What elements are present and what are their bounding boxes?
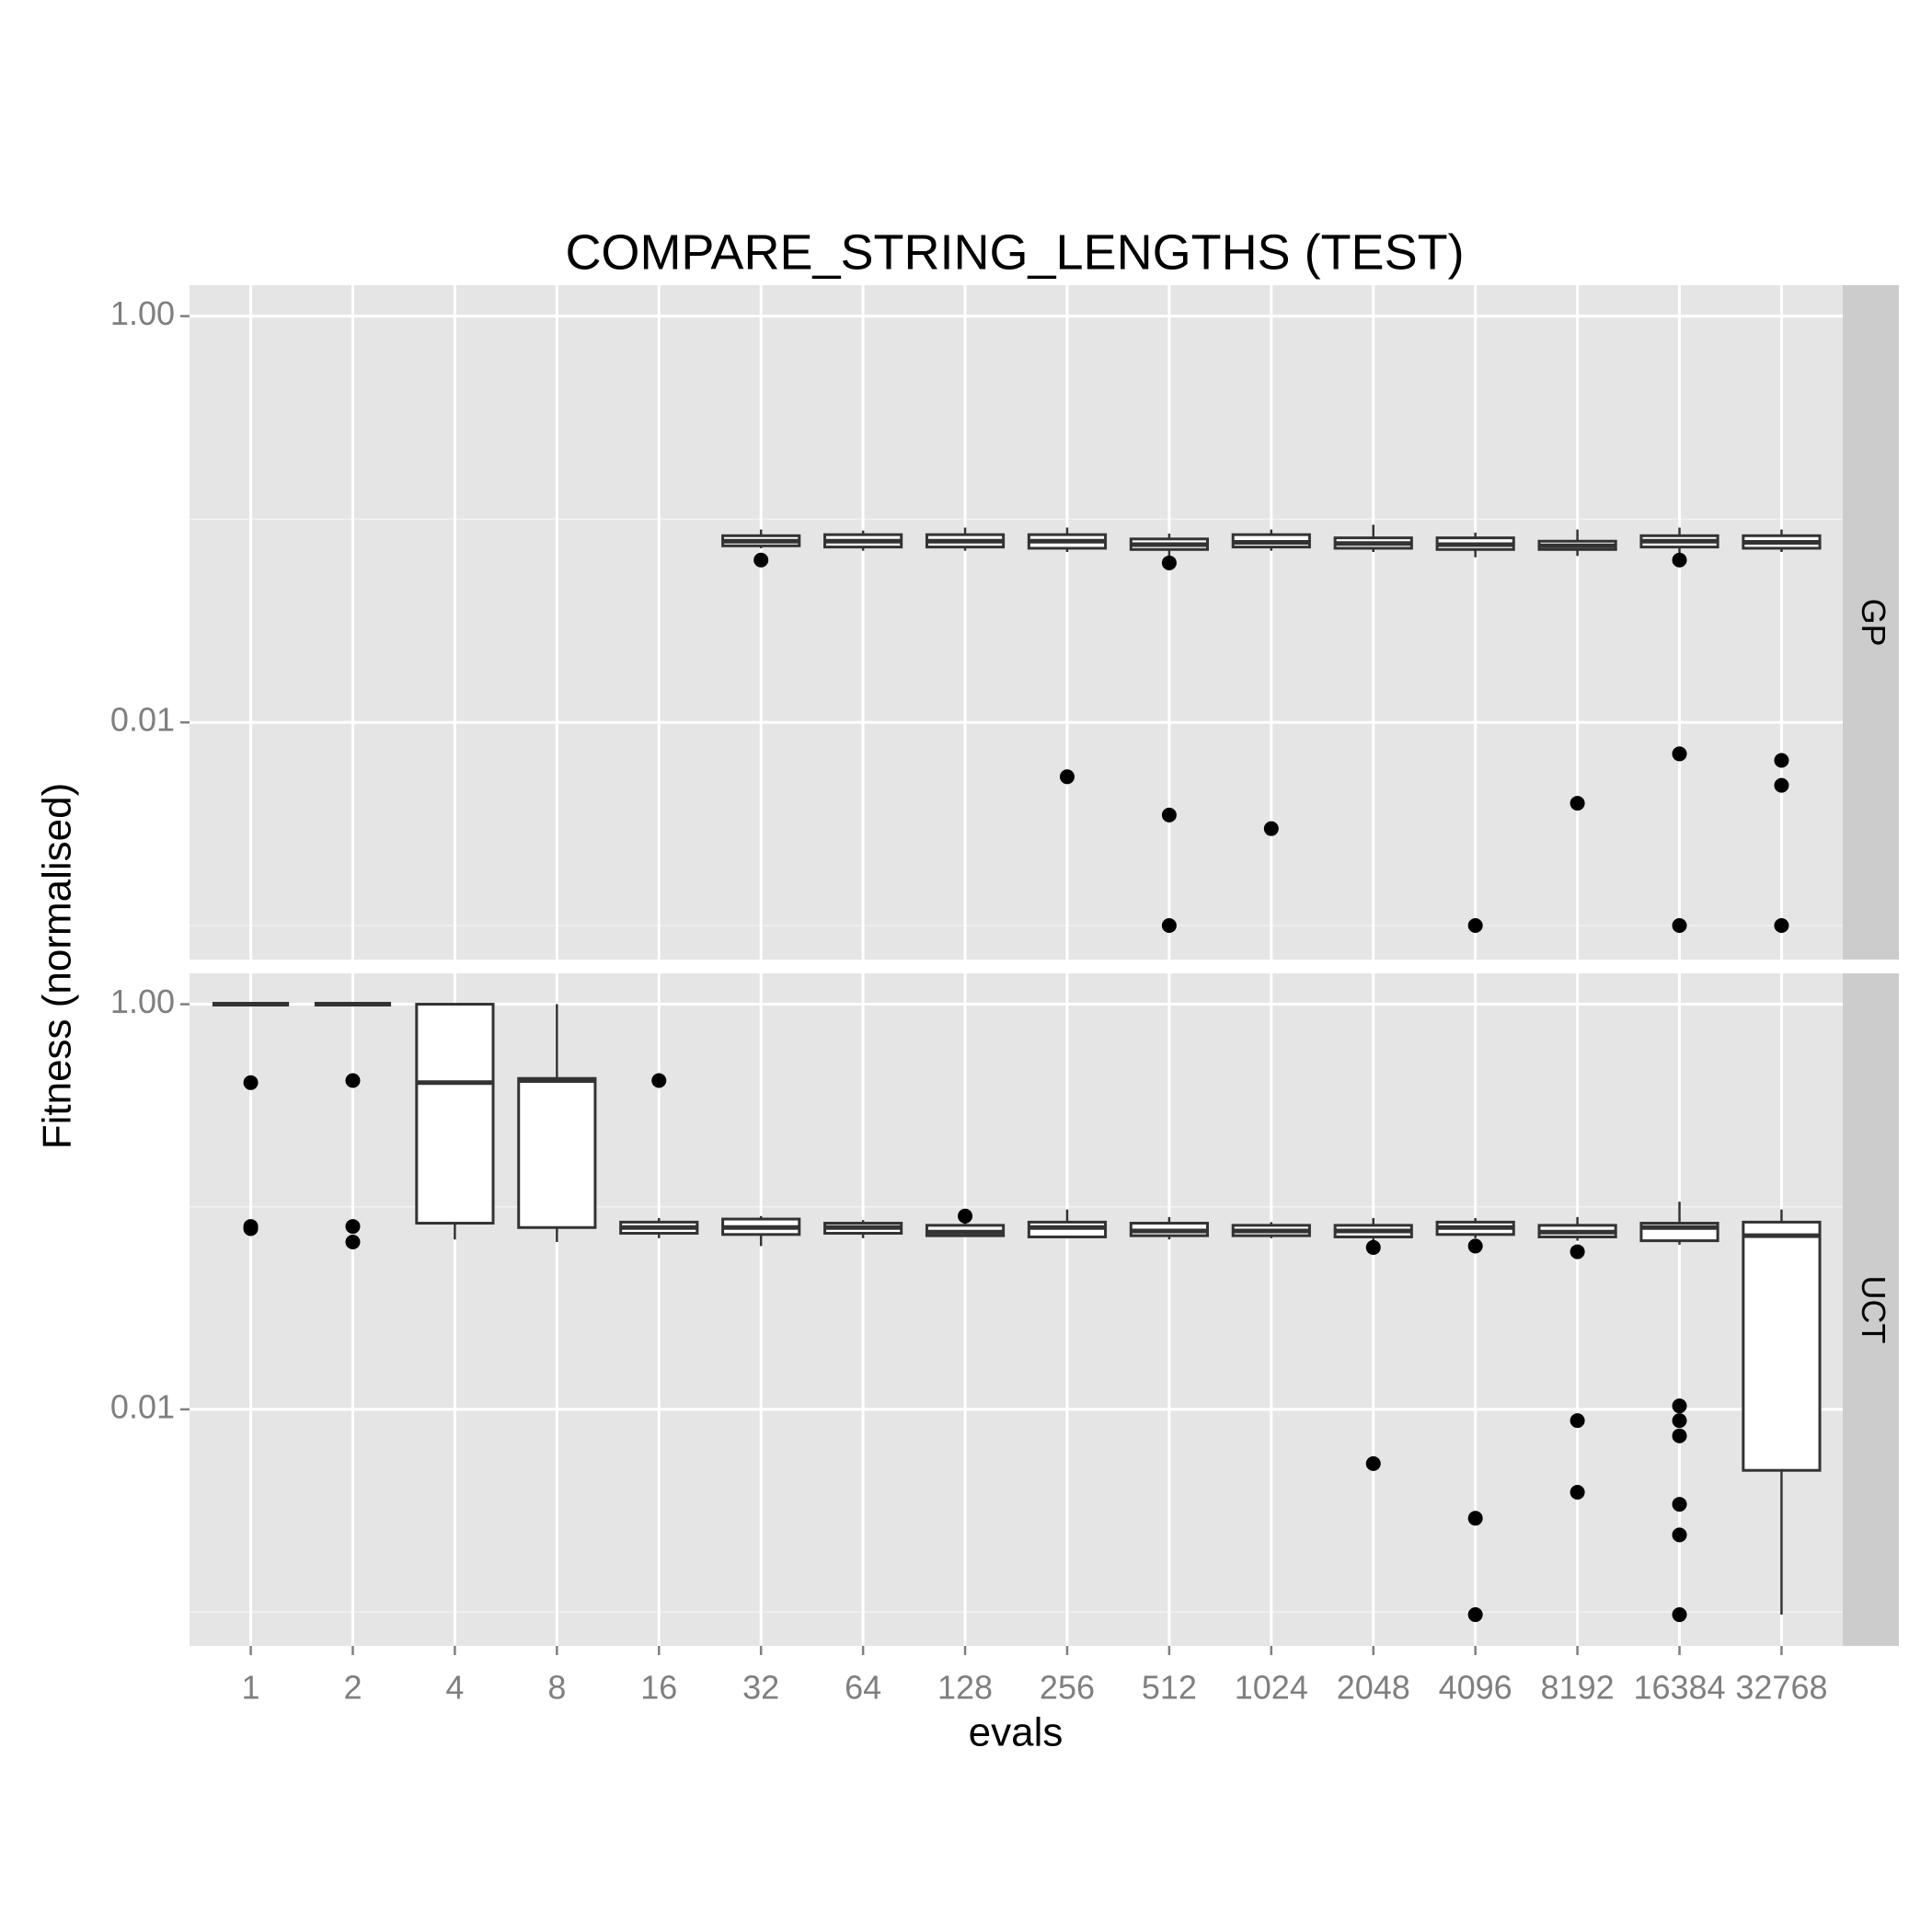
x-tick-label: 16384 xyxy=(1633,1669,1725,1707)
y-tick-label: 1.00 xyxy=(110,983,175,1020)
outlier xyxy=(1672,918,1687,934)
y-tick-label: 0.01 xyxy=(110,701,175,739)
outlier xyxy=(1263,821,1279,836)
x-tick-label: 32 xyxy=(742,1669,779,1707)
outlier xyxy=(1672,1607,1687,1623)
outlier xyxy=(1774,918,1789,934)
x-tick-label: 256 xyxy=(1040,1669,1095,1707)
outlier xyxy=(1570,1484,1585,1500)
facet-strip xyxy=(1843,285,1899,960)
outlier xyxy=(1161,918,1177,934)
outlier xyxy=(958,1208,973,1224)
outlier xyxy=(243,1075,259,1090)
y-axis-label: Fitness (normalised) xyxy=(35,783,80,1150)
chart-title: COMPARE_STRING_LENGTHS (TEST) xyxy=(565,224,1464,280)
x-tick-label: 32768 xyxy=(1735,1669,1827,1707)
outlier xyxy=(1570,796,1585,811)
outlier xyxy=(1672,1497,1687,1512)
outlier xyxy=(1570,1244,1585,1259)
x-tick-label: 64 xyxy=(845,1669,881,1707)
outlier xyxy=(1365,1239,1381,1255)
x-tick-label: 2048 xyxy=(1337,1669,1410,1707)
outlier xyxy=(1059,769,1075,785)
facet-label: GP xyxy=(1855,598,1892,646)
y-tick-label: 0.01 xyxy=(110,1387,175,1425)
outlier xyxy=(1774,777,1789,793)
outlier xyxy=(1161,807,1177,822)
x-tick-label: 1024 xyxy=(1235,1669,1308,1707)
x-tick-label: 2 xyxy=(343,1669,362,1707)
x-axis-label: evals xyxy=(969,1710,1064,1755)
outlier xyxy=(345,1073,361,1088)
outlier xyxy=(1365,1455,1381,1471)
y-tick-label: 1.00 xyxy=(110,294,175,332)
outlier xyxy=(1672,1428,1687,1443)
facet-label: UCT xyxy=(1855,1276,1892,1344)
x-tick-label: 8192 xyxy=(1541,1669,1615,1707)
box xyxy=(1742,1220,1822,1472)
outlier xyxy=(753,552,769,568)
outlier xyxy=(243,1221,259,1236)
outlier xyxy=(345,1219,361,1235)
box xyxy=(415,1003,495,1225)
outlier xyxy=(1161,555,1177,570)
x-tick-label: 128 xyxy=(937,1669,993,1707)
outlier xyxy=(1672,552,1687,568)
box xyxy=(517,1076,597,1229)
outlier xyxy=(1570,1413,1585,1429)
outlier xyxy=(1467,918,1483,934)
outlier xyxy=(1672,1527,1687,1543)
panel-background xyxy=(190,285,1843,960)
facet-strip xyxy=(1843,973,1899,1646)
x-tick-label: 512 xyxy=(1142,1669,1197,1707)
x-tick-label: 8 xyxy=(547,1669,566,1707)
outlier xyxy=(1672,1413,1687,1429)
outlier xyxy=(1672,746,1687,762)
outlier xyxy=(345,1235,361,1250)
x-tick-label: 4096 xyxy=(1439,1669,1512,1707)
outlier xyxy=(1467,1238,1483,1254)
outlier xyxy=(1774,753,1789,768)
outlier xyxy=(1467,1511,1483,1526)
x-tick-label: 16 xyxy=(640,1669,677,1707)
outlier xyxy=(1467,1607,1483,1623)
outlier xyxy=(651,1073,667,1088)
x-tick-label: 1 xyxy=(242,1669,260,1707)
outlier xyxy=(1672,1398,1687,1414)
x-tick-label: 4 xyxy=(445,1669,464,1707)
